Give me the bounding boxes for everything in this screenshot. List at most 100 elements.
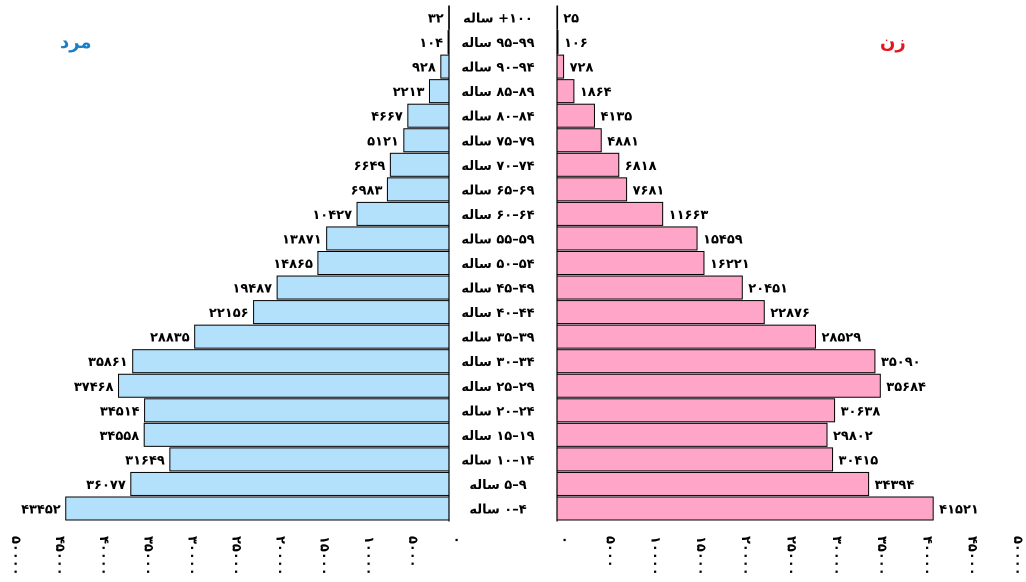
male-axis-tick-label: ۵۰۰۰ [405, 536, 420, 568]
female-axis-tick-label: ۴۵۰۰۰ [965, 536, 980, 576]
male-axis-tick-label: ۱۰۰۰۰ [361, 536, 376, 576]
female-axis-tick-label: ۵۰۰۰۰ [1010, 536, 1025, 576]
female-axis-tick-label: ۱۰۰۰۰ [648, 536, 663, 576]
female-axis-tick-label: ۳۵۰۰۰ [874, 536, 889, 576]
age-group-label: ۵۹–۵۵ ساله [461, 232, 534, 247]
male-value-label: ۲۲۱۵۶ [209, 306, 249, 321]
male-bar [428, 79, 450, 104]
female-value-label: ۱۰۶ [564, 36, 588, 51]
male-value-label: ۱۰۴ [419, 36, 443, 51]
male-value-label: ۳۲ [428, 12, 444, 27]
male-value-label: ۱۰۴۲۷ [312, 208, 352, 223]
age-group-label: ۴–۰ ساله [469, 503, 526, 518]
male-bar [132, 349, 450, 374]
female-bar [556, 349, 876, 374]
male-bar [194, 324, 450, 349]
age-group-label: ۳۹–۳۵ ساله [461, 331, 534, 346]
male-value-label: ۳۱۶۴۹ [125, 453, 165, 468]
female-bar [556, 128, 602, 153]
male-value-label: ۳۴۵۱۴ [100, 404, 140, 419]
male-axis-tick-label: ۲۰۰۰۰ [273, 536, 288, 576]
male-bar [253, 300, 450, 325]
age-group-label: ۸۴–۸۰ ساله [461, 110, 534, 125]
female-value-label: ۳۴۳۹۴ [875, 478, 915, 493]
male-value-label: ۶۶۴۹ [354, 159, 386, 174]
female-value-label: ۳۵۶۸۴ [886, 380, 926, 395]
female-value-label: ۳۰۴۱۵ [839, 453, 879, 468]
male-bar [403, 128, 450, 153]
female-bar [556, 398, 836, 423]
female-bar [556, 79, 575, 104]
male-bar [407, 103, 450, 128]
age-group-label: ۹–۵ ساله [469, 478, 526, 493]
female-bar [556, 422, 828, 447]
age-group-label: ۹۹–۹۵ ساله [461, 36, 534, 51]
age-group-label: ۱۴–۱۰ ساله [461, 453, 534, 468]
male-value-label: ۶۹۸۳ [351, 183, 383, 198]
male-axis-tick-label: ۴۵۰۰۰ [52, 536, 67, 576]
female-axis-tick-label: ۵۰۰۰ [602, 536, 617, 568]
age-group-label: ۱۰۰+ ساله [463, 12, 533, 27]
female-value-label: ۱۶۲۲۱ [710, 257, 750, 272]
male-value-label: ۳۶۰۷۷ [86, 478, 126, 493]
age-group-label: ۶۴–۶۰ ساله [461, 208, 534, 223]
female-value-label: ۷۲۸ [570, 61, 594, 76]
female-axis-tick-label: ۱۵۰۰۰ [693, 536, 708, 576]
male-value-label: ۲۲۱۳ [393, 85, 425, 100]
age-group-label: ۴۴–۴۰ ساله [461, 306, 534, 321]
female-bar [556, 324, 816, 349]
male-axis-tick-label: ۳۰۰۰۰ [184, 536, 199, 576]
female-value-label: ۱۵۴۵۹ [703, 232, 743, 247]
male-bar [169, 447, 450, 472]
female-value-label: ۴۸۸۱ [607, 134, 639, 149]
female-value-label: ۲۲۸۷۶ [770, 306, 810, 321]
female-value-label: ۳۵۰۹۰ [881, 355, 921, 370]
female-bar [556, 373, 881, 398]
age-group-label: ۴۹–۴۵ ساله [461, 282, 534, 297]
female-bar [556, 447, 834, 472]
age-group-label: ۳۴–۳۰ ساله [461, 355, 534, 370]
female-value-label: ۲۵ [563, 12, 579, 27]
age-group-label: ۷۴–۷۰ ساله [461, 159, 534, 174]
male-panel-label: مرد [60, 32, 92, 53]
male-value-label: ۱۹۴۸۷ [232, 282, 272, 297]
age-group-label: ۷۹–۷۵ ساله [461, 134, 534, 149]
female-value-label: ۴۱۳۵ [600, 110, 632, 125]
male-value-label: ۳۷۴۶۸ [74, 380, 114, 395]
male-value-label: ۱۳۸۷۱ [282, 232, 322, 247]
age-group-label: ۲۴–۲۰ ساله [461, 404, 534, 419]
male-value-label: ۲۸۸۳۵ [150, 331, 190, 346]
male-bar [276, 275, 450, 300]
male-value-label: ۳۵۸۶۱ [88, 355, 128, 370]
female-bar [556, 275, 743, 300]
age-group-label: ۲۹–۲۵ ساله [461, 380, 534, 395]
female-bar [556, 226, 698, 251]
female-panel-label: زن [880, 32, 906, 53]
female-axis-tick-label: ۰ [557, 536, 572, 544]
male-axis-tick-label: ۳۵۰۰۰ [140, 536, 155, 576]
female-bar [556, 152, 620, 177]
male-axis-tick-label: ۱۵۰۰۰ [317, 536, 332, 576]
male-bar [356, 201, 450, 226]
male-bar [389, 152, 450, 177]
age-group-label: ۹۴–۹۰ ساله [461, 61, 534, 76]
female-value-label: ۱۸۶۴ [580, 85, 612, 100]
female-axis-tick-label: ۴۰۰۰۰ [919, 536, 934, 576]
female-axis-tick-label: ۲۰۰۰۰ [738, 536, 753, 576]
male-bar [118, 373, 450, 398]
female-bar [556, 496, 934, 521]
female-bar [556, 177, 628, 202]
male-bar [130, 471, 450, 496]
female-value-label: ۲۹۸۰۲ [833, 429, 873, 444]
female-axis-tick-label: ۳۰۰۰۰ [829, 536, 844, 576]
female-value-label: ۶۸۱۸ [625, 159, 657, 174]
male-value-label: ۴۶۶۷ [371, 110, 403, 125]
male-bar [65, 496, 450, 521]
male-value-label: ۳۴۵۵۸ [100, 429, 140, 444]
male-bar [440, 54, 450, 79]
female-bar [556, 251, 705, 275]
male-bar [317, 251, 450, 275]
male-axis-tick-label: ۵۰۰۰۰ [8, 536, 23, 576]
female-value-label: ۲۸۵۲۹ [821, 331, 861, 346]
